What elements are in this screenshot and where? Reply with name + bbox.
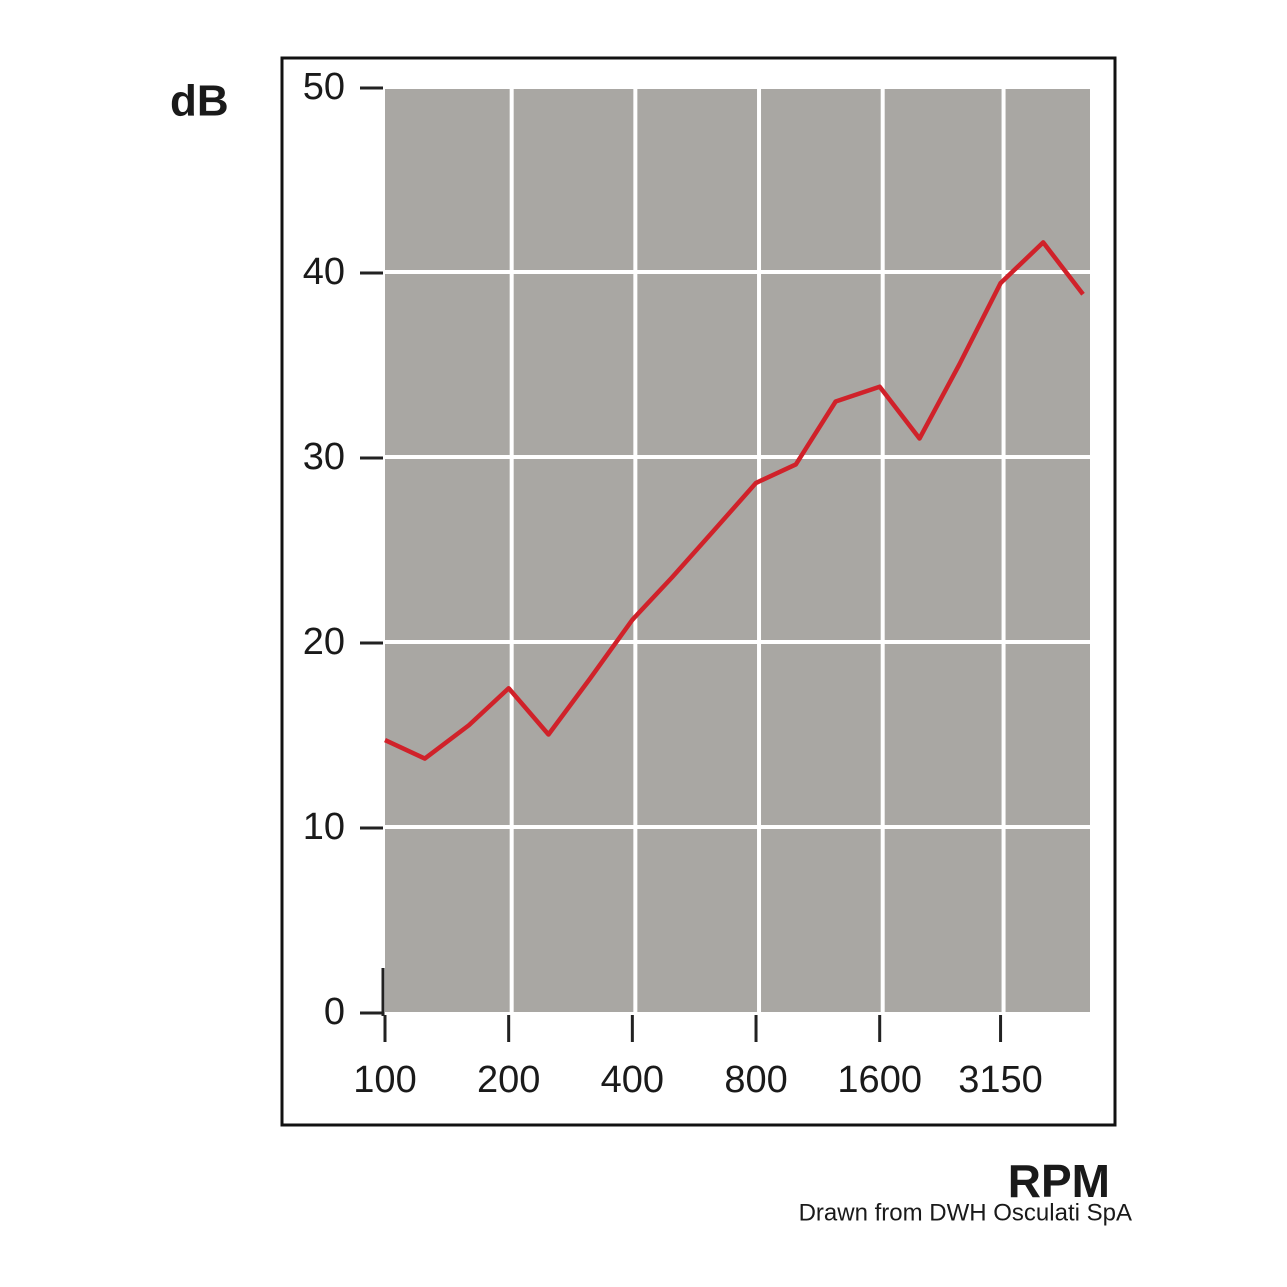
frame xyxy=(280,56,1117,1127)
x-tick-label: 3150 xyxy=(958,1059,1043,1101)
y-tick-label: 0 xyxy=(324,991,345,1033)
x-tick-label: 400 xyxy=(601,1059,664,1101)
y-tick-label: 40 xyxy=(303,251,345,293)
plot-area xyxy=(385,87,1090,1012)
source-note: Drawn from DWH Osculati SpA xyxy=(799,1199,1132,1226)
data-line xyxy=(384,240,1085,761)
x-tick-label: 200 xyxy=(477,1059,540,1101)
y-tick-label: 30 xyxy=(303,436,345,478)
x-tick-label: 800 xyxy=(724,1059,787,1101)
y-tick-label: 10 xyxy=(303,806,345,848)
x-axis-title: RPM xyxy=(1008,1155,1110,1207)
x-tick-label: 1600 xyxy=(837,1059,922,1101)
x-tick-label: 100 xyxy=(353,1059,416,1101)
y-axis-title: dB xyxy=(170,77,229,126)
y-tick-label: 50 xyxy=(303,66,345,108)
y-tick-label: 20 xyxy=(303,621,345,663)
